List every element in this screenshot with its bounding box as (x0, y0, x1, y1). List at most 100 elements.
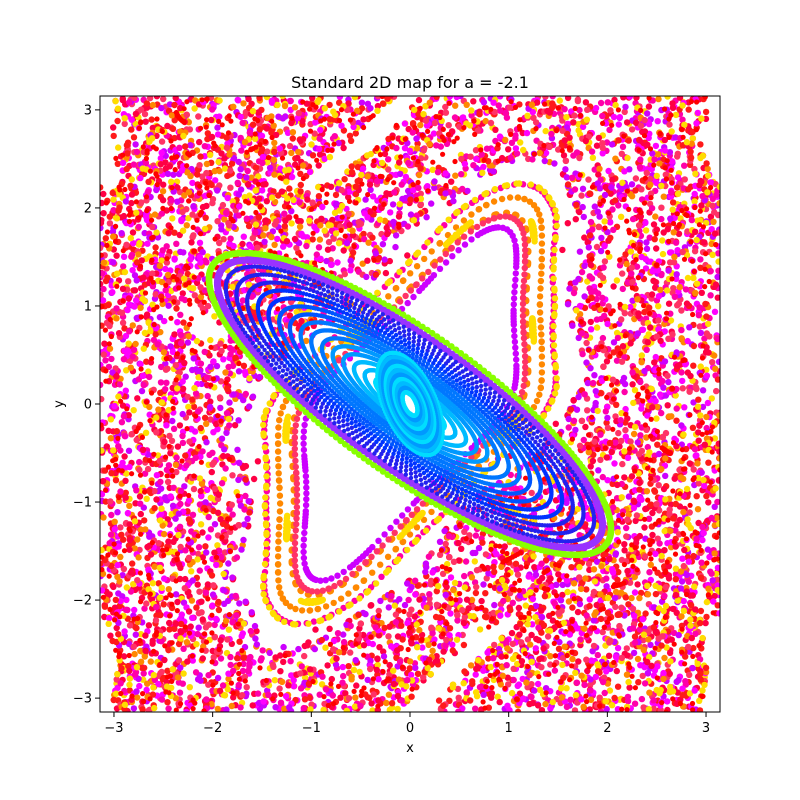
orbit-point (364, 100, 372, 108)
orbit-point (275, 577, 282, 584)
orbit-point (404, 299, 411, 307)
orbit-point (711, 308, 719, 315)
orbit-point (326, 625, 333, 632)
orbit-point (613, 401, 620, 408)
orbit-point (367, 602, 374, 609)
orbit-point (549, 199, 556, 207)
orbit-point (481, 191, 488, 198)
orbit-point (113, 252, 120, 259)
orbit-point (214, 674, 222, 682)
orbit-point (289, 135, 296, 142)
orbit-point (643, 245, 651, 252)
orbit-point (240, 100, 247, 107)
orbit-point (413, 497, 420, 504)
orbit-point (263, 522, 270, 529)
orbit-point (179, 432, 186, 440)
orbit-point (328, 675, 335, 683)
orbit-point (697, 256, 704, 263)
orbit-point (553, 382, 560, 390)
orbit-point (204, 392, 211, 400)
orbit-point (221, 155, 228, 162)
orbit-point (263, 464, 270, 471)
orbit-point (607, 219, 614, 226)
orbit-point (336, 579, 344, 587)
orbit-point (564, 220, 571, 227)
orbit-point (533, 397, 541, 405)
orbit-point (628, 594, 635, 602)
orbit-point (631, 589, 639, 596)
orbit-point (715, 358, 720, 365)
orbit-point (587, 318, 594, 326)
orbit-point (570, 580, 578, 587)
orbit-point (521, 195, 528, 203)
orbit-point (260, 414, 268, 422)
orbit-point (638, 359, 645, 366)
orbit-point (209, 602, 216, 609)
orbit-point (690, 466, 697, 473)
orbit-point (529, 232, 537, 240)
orbit-point (422, 527, 430, 534)
orbit-point (291, 440, 298, 447)
orbit-point (302, 501, 310, 509)
orbit-point (379, 542, 386, 549)
orbit-point (673, 417, 680, 424)
orbit-point (643, 239, 650, 246)
orbit-point (417, 121, 424, 129)
orbit-point (593, 243, 601, 251)
orbit-point (431, 262, 438, 269)
orbit-point (373, 548, 381, 555)
orbit-point (675, 631, 682, 639)
orbit-point (303, 567, 310, 575)
orbit-point (292, 527, 299, 534)
orbit-point (173, 240, 180, 247)
orbit-point (525, 573, 532, 580)
orbit-point (502, 213, 509, 220)
orbit-point (551, 295, 559, 302)
orbit-point (297, 218, 304, 225)
orbit-point (655, 482, 662, 489)
orbit-point (550, 322, 557, 330)
orbit-point (550, 275, 557, 282)
orbit-point (300, 542, 307, 549)
orbit-point (511, 332, 518, 340)
orbit-point (149, 101, 157, 109)
orbit-point (673, 271, 680, 278)
orbit-point (319, 587, 326, 594)
orbit-point (249, 702, 256, 709)
orbit-point (600, 264, 607, 271)
orbit-point (551, 351, 558, 358)
orbit-point (435, 515, 443, 522)
orbit-point (402, 292, 409, 300)
orbit-point (318, 617, 325, 624)
orbit-point (353, 584, 360, 591)
orbit-point (642, 227, 650, 234)
orbit-point (506, 194, 514, 201)
orbit-point (537, 217, 544, 224)
orbit-point (595, 467, 602, 474)
orbit-point (578, 192, 585, 199)
orbit-point (218, 226, 225, 233)
orbit-point (352, 130, 359, 137)
orbit-point (301, 523, 308, 530)
orbit-point (300, 446, 308, 454)
orbit-point (170, 425, 178, 432)
orbit-point (303, 242, 310, 250)
orbit-point (263, 484, 270, 491)
orbit-point (537, 324, 545, 331)
orbit-point (590, 617, 597, 624)
orbit-point (300, 548, 307, 556)
orbit-point (666, 670, 673, 677)
orbit-point (412, 591, 419, 598)
orbit-point (104, 274, 111, 281)
orbit-point (165, 586, 172, 593)
orbit-point (196, 567, 203, 574)
orbit-point (629, 215, 637, 223)
orbit-point (393, 518, 400, 525)
orbit-point (293, 520, 300, 528)
orbit-point (606, 687, 614, 694)
orbit-point (505, 146, 512, 153)
orbit-point (513, 362, 520, 369)
orbit-point (660, 384, 667, 391)
orbit-point (280, 658, 287, 666)
orbit-point (275, 424, 282, 431)
